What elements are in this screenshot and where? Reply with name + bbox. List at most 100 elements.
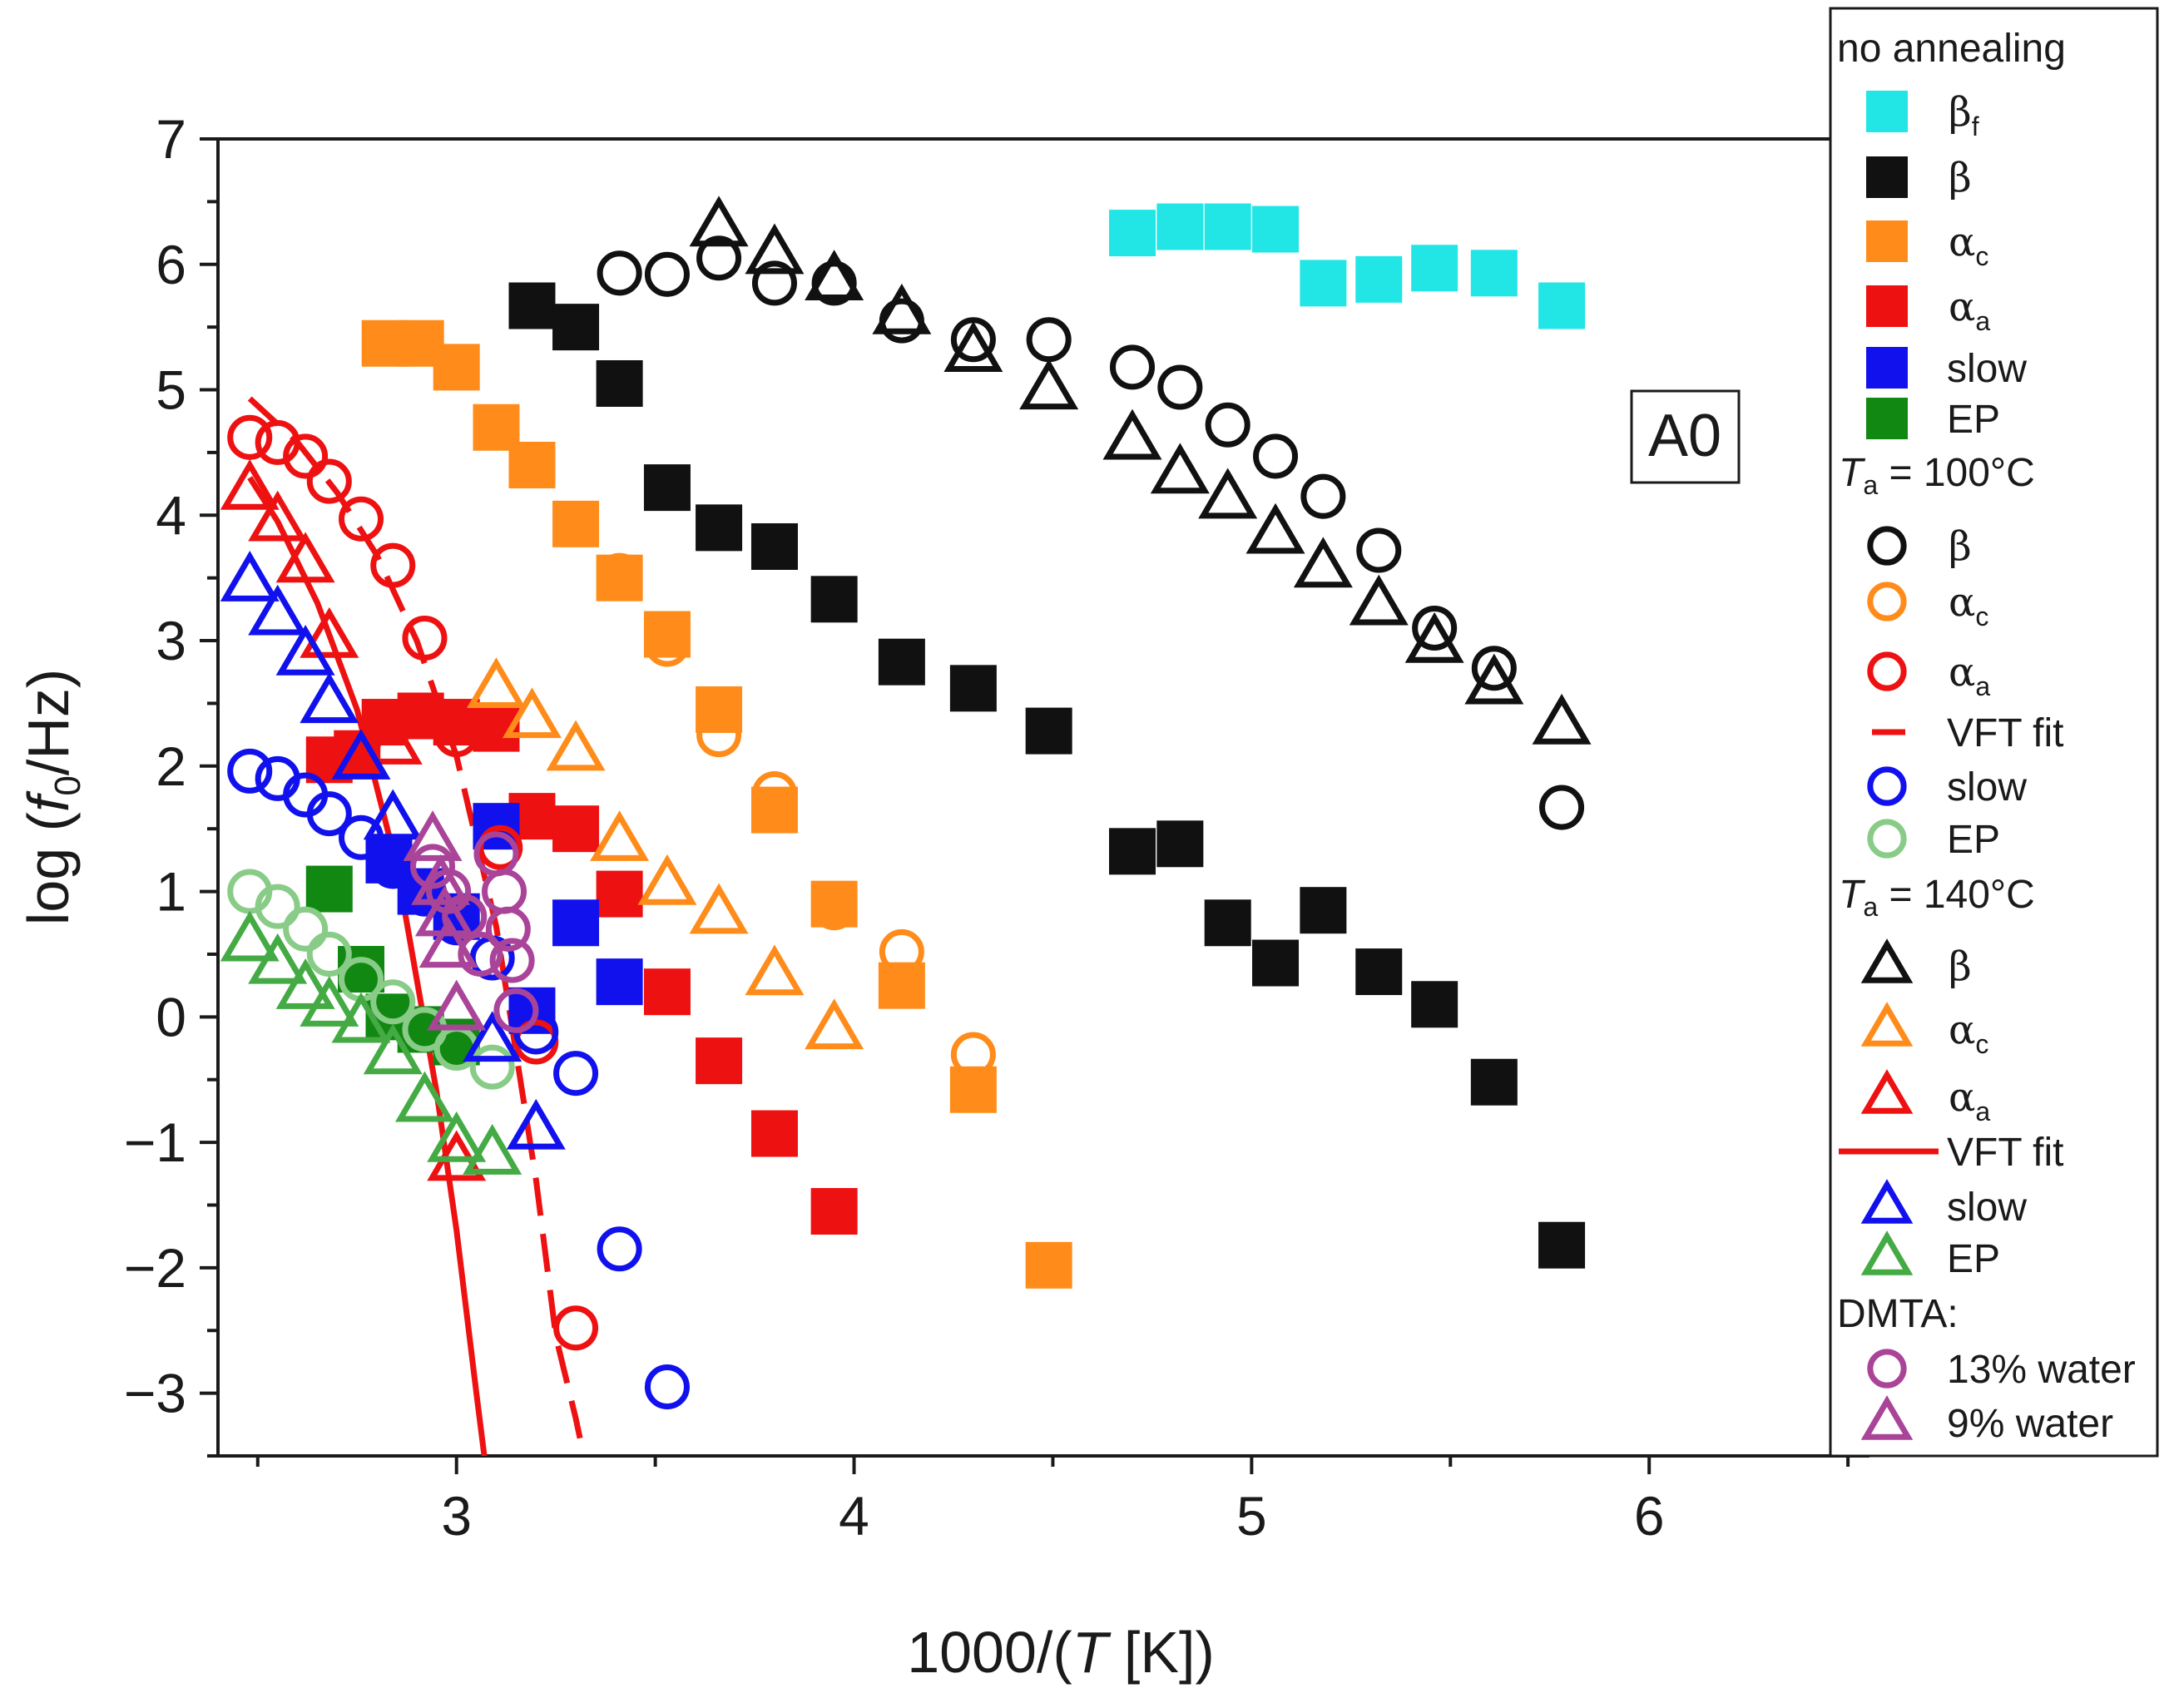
point-ta-100-slow-circle <box>227 748 273 794</box>
point-ta-140-slow-triangle <box>331 729 391 780</box>
data-markers <box>220 196 1592 1410</box>
annotation-text: A0 <box>1648 403 1721 469</box>
point-ta-140-ep-triangle <box>275 958 335 1009</box>
legend-entry-alpha_a: αa <box>1867 649 1990 701</box>
legend-entry-beta: β <box>1860 938 1972 990</box>
legend-label-slow: slow <box>1947 765 2027 809</box>
point-no-annealing-ep-square <box>305 865 353 913</box>
point-ta-100-a-circle <box>227 414 273 460</box>
legend-label-main: slow <box>1947 347 2027 391</box>
point-ta-140-ep-triangle <box>427 1111 487 1162</box>
point-ta-100-slow-circle <box>306 791 352 837</box>
point-no-annealing-f-square <box>1355 255 1403 303</box>
y-tick-label: 4 <box>156 484 186 546</box>
point-ta-100-ep-circle <box>255 884 300 929</box>
point-ta-140-a-triangle <box>363 713 423 765</box>
point-no-annealing-f-square <box>1156 203 1204 250</box>
x-tick-label: 6 <box>1634 1485 1665 1547</box>
legend-group-ta-140: Ta = 140°C <box>1839 873 2035 922</box>
annotation-box <box>1630 389 1741 484</box>
point-no-annealing--square <box>750 522 798 570</box>
legend-swatch-square <box>1866 91 1908 132</box>
y-axis-title-suffix: /Hz) <box>16 669 81 775</box>
legend-label-sub: a <box>1975 306 1990 336</box>
legend-label-main: VFT fit <box>1947 711 2063 755</box>
point-ta-140-ep-triangle <box>331 992 391 1043</box>
point-ta-100-slow-circle <box>644 1364 690 1410</box>
point-ta-140-a-triangle <box>275 532 335 583</box>
point-ta-140--triangle <box>1102 408 1162 460</box>
legend-entry-slow: slow <box>1867 765 2027 809</box>
point-no-annealing-c-square <box>1025 1241 1072 1289</box>
y-tick-label: 1 <box>156 861 186 923</box>
point-ta-140-slow-triangle <box>506 1098 566 1150</box>
legend-swatch-triangle <box>1860 1069 1914 1114</box>
point-no-annealing--square <box>949 665 997 712</box>
point-ta-100-c-circle <box>879 928 924 974</box>
legend-label-vft: VFT fit <box>1947 1131 2063 1175</box>
vft-fit-lines <box>247 396 587 1456</box>
point-ta-140-c-triangle <box>745 944 805 996</box>
legend-entry-water13: 13% water <box>1867 1348 2136 1392</box>
point-ta-140-slow-triangle <box>463 1011 522 1062</box>
legend-label-vft: VFT fit <box>1947 711 2063 755</box>
point-ta-100-c-circle <box>751 770 797 816</box>
point-ta-140-c-triangle <box>689 883 749 934</box>
point-dmta-13-water-circle <box>485 906 531 952</box>
point-no-annealing-slow-square <box>552 899 600 947</box>
legend-swatch-circle <box>1867 582 1907 621</box>
point-ta-140--triangle <box>1349 574 1409 626</box>
point-ta-100--circle <box>1539 785 1585 830</box>
legend-entry-beta_f: βf <box>1866 89 1979 141</box>
point-dmta-9-water-triangle <box>403 810 463 861</box>
point-ta-100-c-circle <box>597 552 642 598</box>
point-dmta-13-water-circle <box>489 938 535 983</box>
point-ta-100--circle <box>751 260 797 306</box>
point-ta-140-slow-triangle <box>300 672 359 724</box>
legend-swatch-circle <box>1867 526 1907 566</box>
legend-label-slow: slow <box>1947 1186 2027 1230</box>
legend-swatch-triangle <box>1860 1395 1914 1440</box>
point-ta-100-a-circle <box>402 616 448 661</box>
point-ta-100--circle <box>1253 433 1299 479</box>
point-no-annealing--square <box>1156 820 1204 868</box>
legend-label-main: EP <box>1947 818 2000 862</box>
point-ta-100-c-circle <box>644 621 690 667</box>
point-ta-100--circle <box>696 235 742 281</box>
legend-swatch-square <box>1866 347 1908 389</box>
point-ta-140-c-triangle <box>805 998 864 1050</box>
point-no-annealing--square <box>810 576 858 623</box>
point-ta-140-c-triangle <box>546 720 606 771</box>
legend-label-alpha_a: αa <box>1949 1074 1990 1126</box>
x-tick-label: 4 <box>839 1485 869 1547</box>
point-ta-140-a-triangle <box>300 606 359 658</box>
point-no-annealing-slow-square <box>596 958 643 1006</box>
point-no-annealing--square <box>696 504 743 552</box>
point-ta-140-c-triangle <box>466 657 526 708</box>
legend-group-ta-140-sub: a <box>1863 892 1878 922</box>
point-ta-140--triangle <box>1150 443 1210 494</box>
point-dmta-13-water-circle <box>458 931 503 977</box>
point-ta-100--circle <box>1471 646 1517 691</box>
y-tick-label: 3 <box>156 610 186 671</box>
y-tick-label: 6 <box>156 234 186 295</box>
legend-label-sub: a <box>1975 671 1990 701</box>
point-ta-140--triangle <box>1464 653 1524 705</box>
legend-label-alpha_a: αa <box>1949 649 1990 701</box>
legend-label-main: α <box>1949 219 1975 265</box>
y-tick-label: 5 <box>156 359 186 421</box>
point-ta-140-c-triangle <box>502 687 562 739</box>
point-ta-140-ep-triangle <box>363 1023 423 1075</box>
vft-fit-dashed-line <box>247 396 587 1456</box>
point-ta-100-a-circle <box>306 458 352 504</box>
point-ta-140-slow-triangle <box>275 624 335 676</box>
y-axis-title-sub: 0 <box>47 775 88 795</box>
point-dmta-9-water-triangle <box>418 917 478 968</box>
legend-entry-alpha_a: αa <box>1860 1069 1990 1126</box>
legend-label-main: EP <box>1947 1237 2000 1281</box>
legend-group-ta-100-text: = 100°C <box>1878 451 2035 495</box>
y-tick-label: 7 <box>156 108 186 170</box>
point-ta-100-ep-circle <box>306 931 352 977</box>
point-ta-140-ep-triangle <box>394 1071 454 1122</box>
